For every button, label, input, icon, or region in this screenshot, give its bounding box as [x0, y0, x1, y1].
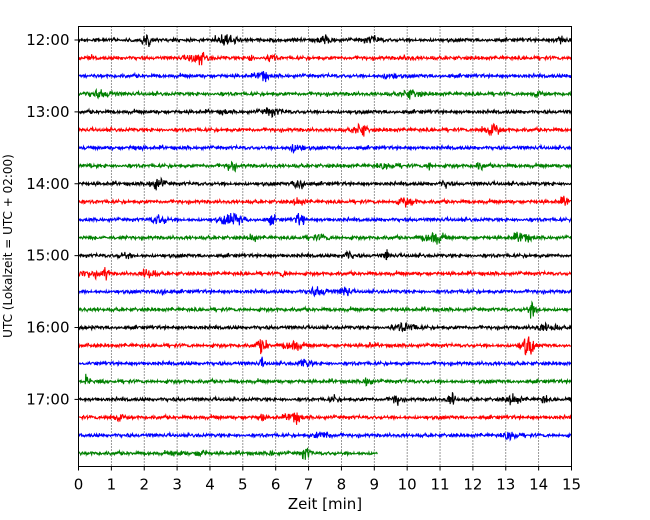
y-tick-label: 13:00	[26, 103, 69, 121]
x-tick-label: 12	[463, 476, 482, 494]
x-axis-label: Zeit [min]	[288, 495, 362, 513]
x-tick-label: 10	[398, 476, 417, 494]
trace-1545-line	[78, 300, 572, 319]
x-tick-label: 14	[529, 476, 548, 494]
trace-1330-line	[78, 143, 573, 155]
y-tick-label: 17:00	[26, 390, 69, 408]
x-tick-label: 9	[370, 476, 380, 494]
x-axis-ticks: 0 1 2 3 4 5 6 7 8 9 10 11 12 13 14 15	[74, 466, 581, 494]
trace-1415-line	[78, 195, 572, 208]
x-tick-label: 11	[430, 476, 449, 494]
x-tick-label: 13	[496, 476, 515, 494]
trace-1300-line	[78, 107, 572, 119]
trace-1245-line	[77, 87, 573, 100]
trace-1500-line	[77, 249, 572, 261]
trace-1730-line	[78, 431, 572, 442]
trace-1230-line	[77, 71, 572, 83]
trace-1745-line	[77, 447, 378, 460]
trace-1400-line	[78, 176, 572, 191]
x-tick-label: 7	[304, 476, 314, 494]
trace-1445-line	[77, 231, 572, 245]
x-tick-label: 0	[74, 476, 84, 494]
y-tick-label: 15:00	[26, 247, 69, 265]
trace-1530-line	[77, 285, 572, 298]
plot-frame	[78, 26, 572, 467]
trace-1615-line	[78, 336, 572, 356]
x-tick-label: 8	[337, 476, 347, 494]
trace-rows	[77, 34, 573, 460]
trace-1715-line	[78, 412, 573, 425]
trace-1645-line	[77, 373, 572, 387]
trace-1700-line	[78, 392, 573, 406]
x-tick-label: 6	[271, 476, 281, 494]
x-tick-label: 3	[172, 476, 182, 494]
x-tick-label: 2	[139, 476, 149, 494]
y-tick-label: 16:00	[26, 319, 69, 337]
y-axis-ticks: 12:00 13:00 14:00 15:00 16:00 17:00	[26, 31, 79, 408]
x-tick-label: 15	[562, 476, 581, 494]
y-axis-label: UTC (Lokalzeit = UTC + 02:00)	[1, 154, 15, 338]
trace-1200-line	[77, 34, 573, 48]
x-tick-label: 5	[238, 476, 248, 494]
trace-1515-line	[77, 267, 572, 281]
trace-1600-line	[77, 321, 572, 333]
trace-1430-line	[78, 212, 573, 226]
trace-1345-line	[77, 160, 572, 173]
trace-1630-line	[78, 356, 572, 368]
trace-1215-line	[77, 51, 572, 66]
trace-1315-line	[77, 122, 573, 137]
x-tick-label: 1	[107, 476, 117, 494]
vertical-grid	[110, 26, 540, 467]
y-tick-label: 14:00	[26, 175, 69, 193]
y-tick-label: 12:00	[26, 31, 69, 49]
x-tick-label: 4	[205, 476, 215, 494]
